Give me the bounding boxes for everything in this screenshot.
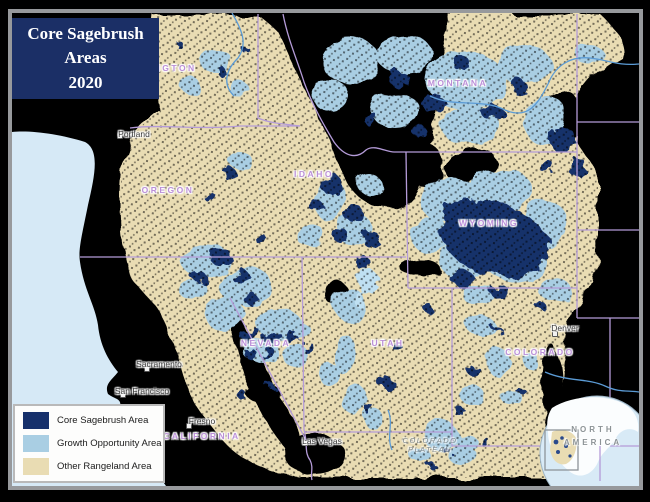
legend-item-growth: Growth Opportunity Area xyxy=(23,435,162,452)
inset-label-north-america: NORTH AMERICA xyxy=(564,424,622,450)
legend-swatch-rangeland xyxy=(23,458,49,475)
map-canvas xyxy=(12,13,639,486)
legend-label-rangeland: Other Rangeland Area xyxy=(57,461,152,472)
city-label-las-vegas: Las Vegas xyxy=(302,436,342,446)
city-marker-portland xyxy=(117,133,123,139)
globe-mini-sagebrush xyxy=(553,436,572,458)
pacific-ocean xyxy=(12,131,166,486)
city-marker-sacramento xyxy=(144,366,150,372)
map-title-line3: 2020 xyxy=(68,72,103,92)
speckle-texture xyxy=(120,14,623,478)
region-label-line2: PLATEAU xyxy=(407,445,453,454)
globe-inset xyxy=(539,395,639,486)
map-title-line1: Core Sagebrush xyxy=(27,23,144,43)
region-label-colorado-plateau: COLORADO PLATEAU xyxy=(403,436,458,454)
map-legend: Core Sagebrush Area Growth Opportunity A… xyxy=(13,404,165,483)
legend-swatch-core xyxy=(23,412,49,429)
city-marker-san-francisco xyxy=(120,392,126,398)
city-marker-denver xyxy=(552,331,558,337)
legend-item-rangeland: Other Rangeland Area xyxy=(23,458,155,475)
globe-overlay-borders xyxy=(599,445,639,481)
legend-item-core: Core Sagebrush Area xyxy=(23,412,155,429)
city-label-sacramento: Sacramento xyxy=(136,359,182,369)
state-label-colorado: COLORADO xyxy=(505,347,575,357)
globe-extent-rectangle xyxy=(544,429,579,471)
state-label-utah: UTAH xyxy=(371,338,405,348)
state-borders xyxy=(80,13,639,481)
state-label-montana: MONTANA xyxy=(427,78,489,88)
city-label-portland: Portland xyxy=(118,129,150,139)
city-marker-fresno xyxy=(186,423,192,429)
region-label-line1: COLORADO xyxy=(402,436,458,445)
rivers xyxy=(226,13,639,451)
city-marker-las-vegas xyxy=(302,440,308,446)
map-title-line2: Areas xyxy=(64,48,107,68)
state-label-california: CALIFORNIA xyxy=(163,431,241,441)
inset-label-line1: NORTH xyxy=(571,425,615,435)
legend-swatch-growth xyxy=(23,435,49,452)
state-label-wyoming: WYOMING xyxy=(459,218,519,228)
map-frame: WASHINGTON OREGON IDAHO MONTANA WYOMING … xyxy=(8,9,643,490)
map-title: Core Sagebrush Areas 2020 xyxy=(12,18,159,99)
legend-label-growth: Growth Opportunity Area xyxy=(57,438,162,449)
state-label-nevada: NEVADA xyxy=(240,338,292,348)
state-label-idaho: IDAHO xyxy=(294,169,334,179)
city-label-san-francisco: San Francisco xyxy=(114,386,170,396)
legend-label-core: Core Sagebrush Area xyxy=(57,415,149,426)
state-label-oregon: OREGON xyxy=(141,185,195,195)
inset-label-line2: AMERICA xyxy=(563,438,623,447)
city-label-fresno: Fresno xyxy=(188,416,216,426)
city-label-denver: Denver xyxy=(551,323,579,333)
